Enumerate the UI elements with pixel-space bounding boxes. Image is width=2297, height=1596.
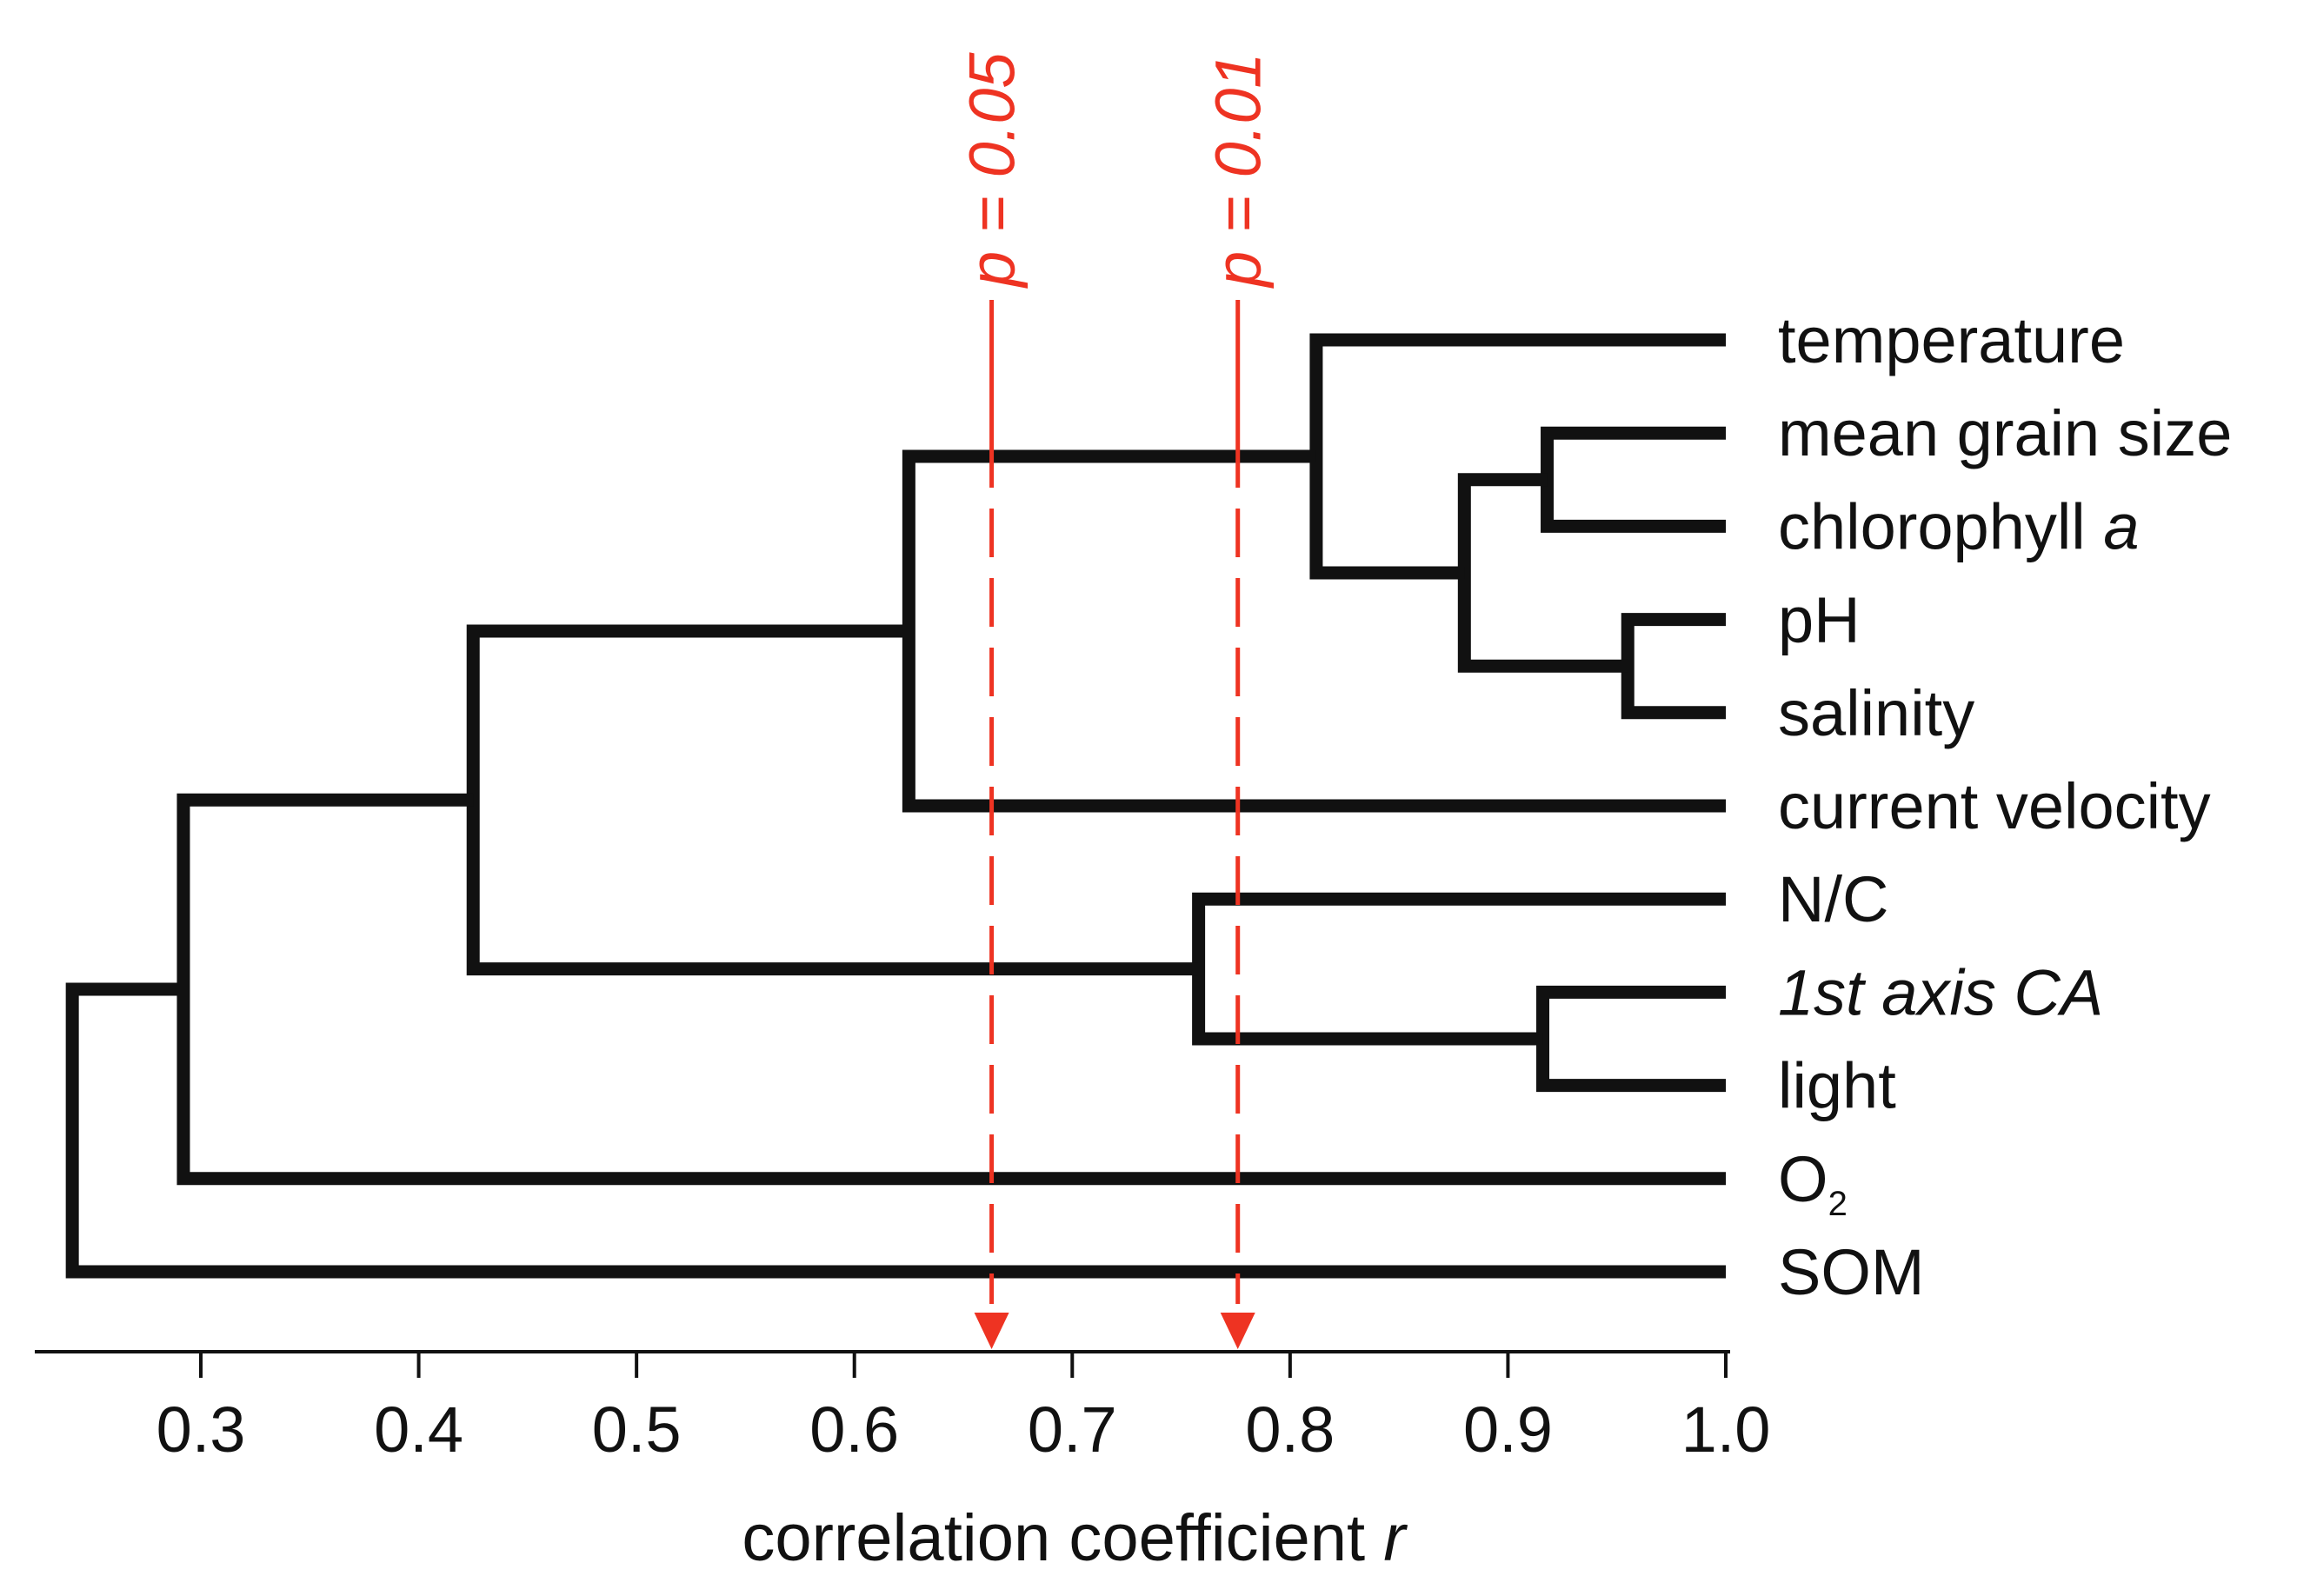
- merge-m6: [1192, 892, 1726, 1046]
- dendrogram-tree: [65, 333, 1726, 1279]
- leaf-label-o2: O2: [1778, 1143, 1848, 1223]
- leaf-label-temperature: temperature: [1778, 304, 2125, 376]
- sig-value-p05: = 0.05: [956, 52, 1029, 251]
- merge-m1: [1621, 613, 1726, 720]
- x-tick-label-6: 0.9: [1463, 1393, 1553, 1466]
- leaf-label-cur: current velocity: [1778, 770, 2211, 842]
- x-tick-label-5: 0.8: [1245, 1393, 1335, 1466]
- leaf-label-ph: pH: [1778, 584, 1861, 656]
- leaf-label-chl: chlorophyll a: [1778, 490, 2139, 562]
- leaf-label-som: SOM: [1778, 1236, 1925, 1308]
- x-tick-label-3: 0.6: [809, 1393, 899, 1466]
- x-tick-label-1: 0.4: [374, 1393, 463, 1466]
- sig-arrow-p01: [1220, 1313, 1255, 1349]
- x-tick-label-7: 1.0: [1681, 1393, 1771, 1466]
- merge-m9: [176, 793, 1726, 1186]
- sig-label-p05: p = 0.05: [956, 52, 1029, 289]
- leaf-label-grain: mean grain size: [1778, 397, 2232, 469]
- sig-arrow-p05: [974, 1313, 1009, 1349]
- x-tick-label-4: 0.7: [1028, 1393, 1117, 1466]
- leaf-label-ca: 1st axis CA: [1778, 956, 2103, 1028]
- x-axis-title-variable: r: [1383, 1501, 1408, 1575]
- sig-variable-p05: p: [956, 251, 1029, 289]
- sig-label-p01: p = 0.01: [1202, 52, 1275, 289]
- x-axis-title-text: correlation coefficient: [742, 1501, 1365, 1575]
- merge-m7: [902, 449, 1726, 813]
- sig-value-p01: = 0.01: [1202, 52, 1275, 250]
- significance-lines: p = 0.05p = 0.01: [956, 52, 1275, 1349]
- merge-m3: [1536, 985, 1726, 1093]
- leaf-label-sal: salinity: [1778, 677, 1974, 749]
- x-tick-label-0: 0.3: [156, 1393, 246, 1466]
- sig-variable-p01: p: [1202, 251, 1275, 289]
- leaf-labels: temperature mean grain size chlorophyll a p…: [1778, 304, 2232, 1308]
- merge-m2: [1541, 426, 1726, 533]
- x-tick-label-2: 0.5: [592, 1393, 682, 1466]
- x-axis: 0.3 0.4 0.5 0.6 0.7 0.8 0.9 1.0: [35, 1350, 1771, 1466]
- leaf-label-nc: N/C: [1778, 863, 1888, 935]
- x-axis-title: correlation coefficient r: [742, 1501, 1408, 1575]
- merge-m10: [65, 982, 1726, 1279]
- leaf-label-light: light: [1778, 1050, 1896, 1122]
- merge-m5: [1309, 333, 1726, 580]
